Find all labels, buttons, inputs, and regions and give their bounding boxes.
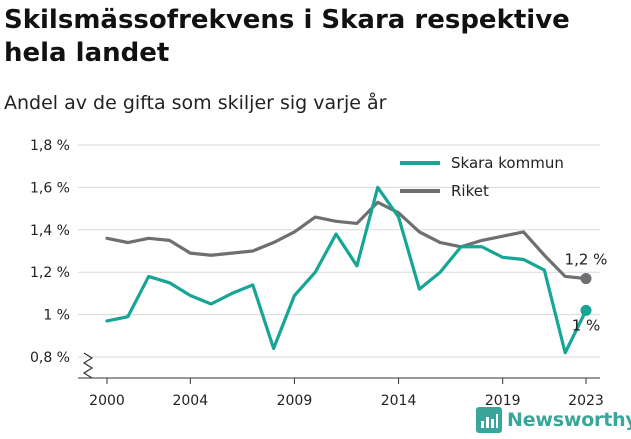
y-tick-label: 1,4 % bbox=[30, 223, 70, 239]
series-line-skara bbox=[105, 185, 588, 355]
end-point-skara bbox=[580, 304, 592, 316]
chart-title: Skilsmässofrekvens i Skara respektive he… bbox=[4, 5, 570, 68]
series-lines: 1 % 1,2 % bbox=[105, 185, 608, 355]
y-tick-label: 1 % bbox=[43, 308, 70, 324]
series-line-riket bbox=[105, 200, 588, 281]
grid-lines bbox=[78, 144, 600, 358]
axes: 0,8 % 1 % 1,2 % 1,4 % 1,6 % 1,8 % 2000 2004 2009… bbox=[30, 138, 604, 409]
y-tick-label: 1,2 % bbox=[30, 265, 70, 281]
newsworthy-brand: Newsworthy bbox=[476, 406, 631, 434]
x-tick-label: 2009 bbox=[277, 393, 313, 409]
legend: Skara kommun Riket bbox=[400, 154, 564, 200]
x-tick-label: 2023 bbox=[568, 393, 604, 409]
brand-name: Newsworthy bbox=[507, 409, 631, 431]
legend-label-skara: Skara kommun bbox=[451, 154, 564, 172]
x-tick-label: 2019 bbox=[485, 393, 521, 409]
chart-subtitle: Andel av de gifta som skiljer sig varje … bbox=[4, 92, 387, 114]
y-tick-label: 0,8 % bbox=[30, 350, 70, 366]
newsworthy-logo-icon bbox=[476, 407, 502, 433]
end-label-riket: 1,2 % bbox=[565, 251, 608, 269]
x-tick-label: 2014 bbox=[381, 393, 417, 409]
x-tick-label: 2000 bbox=[89, 393, 125, 409]
y-tick-label: 1,6 % bbox=[30, 180, 70, 196]
y-tick-label: 1,8 % bbox=[30, 138, 70, 154]
end-point-riket bbox=[580, 273, 592, 285]
axis-break-mark bbox=[82, 352, 94, 379]
x-tick-label: 2004 bbox=[172, 393, 208, 409]
legend-label-riket: Riket bbox=[451, 182, 489, 200]
end-label-skara: 1 % bbox=[572, 316, 601, 334]
